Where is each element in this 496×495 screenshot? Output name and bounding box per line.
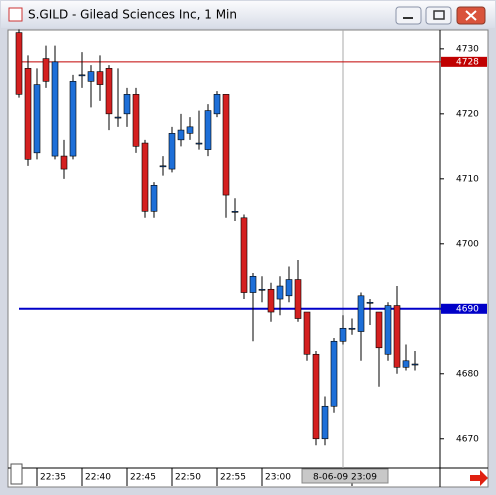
candle-body (159, 165, 167, 168)
candle-body (330, 340, 338, 407)
y-tick-label: 4670 (456, 434, 479, 444)
candle-body (42, 58, 50, 82)
candle-body (357, 295, 365, 332)
candle-body (132, 94, 140, 147)
candle-body (321, 405, 329, 440)
candle-body (105, 68, 113, 115)
app-icon (8, 7, 23, 22)
y-tick-label: 4710 (456, 174, 479, 184)
y-tick-label: 4700 (456, 239, 479, 249)
candle-body (240, 217, 248, 293)
candle-body (15, 32, 23, 95)
candle-body (249, 275, 257, 293)
candle-body (141, 142, 149, 212)
window-title: S.GILD - Gilead Sciences Inc, 1 Min (28, 8, 237, 22)
candle-body (69, 81, 77, 157)
candle-body (78, 74, 86, 77)
scroll-arrow[interactable] (470, 470, 488, 486)
candle-body (51, 61, 59, 157)
cursor-label-box (301, 468, 389, 484)
x-tick-label: 22:35 (40, 473, 66, 483)
scroll-thumb[interactable] (10, 463, 23, 485)
candle-body (267, 288, 275, 313)
candle-body (312, 353, 320, 440)
y-tick-label: 4720 (456, 109, 479, 119)
x-tick-label: 22:55 (220, 473, 246, 483)
candle-body (96, 71, 104, 85)
candle-body (348, 327, 356, 330)
candle-body (339, 327, 347, 342)
chart-panel (7, 29, 489, 488)
candle-body (222, 94, 230, 196)
candle-body (258, 288, 266, 291)
candle-body (231, 211, 239, 213)
candle-body (393, 305, 401, 368)
candle-body (24, 68, 32, 160)
close-icon (465, 10, 477, 21)
y-tick-label: 4680 (456, 369, 479, 379)
candle-body (33, 84, 41, 154)
candle-body (195, 142, 203, 145)
x-tick-label: 22:45 (130, 473, 156, 483)
x-tick-label: 22:40 (85, 473, 111, 483)
candle-body (375, 311, 383, 349)
minimize-button[interactable] (395, 6, 422, 25)
candle-body (213, 94, 221, 115)
candle-body (150, 185, 158, 212)
maximize-button[interactable] (425, 6, 452, 25)
candle-body (123, 94, 131, 115)
candle-body (60, 155, 68, 170)
price-label-box (441, 303, 487, 314)
candle-body (276, 285, 284, 300)
candle-body (204, 110, 212, 150)
price-label: 4728 (456, 57, 479, 67)
minimize-icon (403, 17, 413, 19)
x-tick-label: 23:00 (265, 473, 291, 483)
maximize-icon (433, 10, 445, 20)
candle-body (87, 71, 95, 82)
cursor-label: 8-06-09 23:09 (313, 473, 377, 483)
candle-body (186, 126, 194, 134)
candle-body (411, 363, 419, 366)
y-tick-label: 4730 (456, 44, 479, 54)
candle-body (366, 301, 374, 304)
candle-body (384, 305, 392, 355)
price-label: 4690 (456, 304, 479, 314)
candle-body (303, 311, 311, 355)
price-label-box (441, 56, 487, 67)
candle-body (285, 279, 293, 297)
candle-body (177, 129, 185, 141)
candle-body (168, 133, 176, 170)
candle-body (114, 116, 122, 119)
x-tick-label: 22:50 (175, 473, 201, 483)
candle-body (294, 279, 302, 319)
candle-body (402, 360, 410, 368)
